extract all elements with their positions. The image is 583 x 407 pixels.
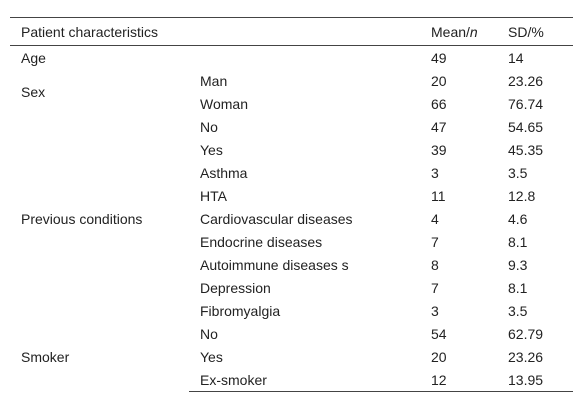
table-row: Ex-smoker 12 13.95: [10, 368, 573, 392]
sd-cell: 12.8: [508, 187, 536, 204]
mean-cell: 54: [431, 325, 447, 342]
mean-cell: 49: [431, 49, 447, 66]
mean-cell: 66: [431, 95, 447, 112]
mean-cell: 47: [431, 118, 447, 135]
sd-cell: 13.95: [497, 368, 573, 392]
table-row: Smoker No 54 62.79: [10, 322, 573, 365]
item-label: Yes: [200, 141, 223, 158]
group-label: Previous conditions: [21, 210, 143, 227]
sd-cell: 23.26: [508, 72, 544, 89]
table-row: Sex Man 20 23.26: [10, 69, 573, 101]
mean-cell: 7: [431, 279, 439, 296]
mean-cell: 3: [431, 164, 439, 181]
table-row: Asthma 3 3.5: [10, 161, 573, 184]
sd-cell: 8.1: [508, 279, 528, 296]
group-label: Smoker: [21, 348, 70, 365]
table-row: Woman 66 76.74: [10, 92, 573, 115]
group-label: Sex: [21, 84, 46, 100]
mean-cell: 7: [431, 233, 439, 250]
table-body: Age 49 14 Sex Man 20 23.26 Woman 66 76.74 Previous…: [10, 46, 573, 392]
table-row: Autoimmune diseases s 8 9.3: [10, 253, 573, 276]
header-cell: SD/%: [497, 17, 573, 46]
table-row: Depression 7 8.1: [10, 276, 573, 299]
item-label: Cardiovascular diseases: [200, 210, 353, 227]
mean-cell: 39: [431, 141, 447, 158]
sd-cell: 45.35: [508, 141, 544, 158]
mean-cell: 12: [420, 368, 497, 392]
item-label: Autoimmune diseases s: [200, 256, 349, 273]
table-row: Fibromyalgia 3 3.5: [10, 299, 573, 322]
mean-cell: 8: [431, 256, 439, 273]
table-row: Previous conditions No 47 54.65: [10, 115, 573, 227]
header-cell: Mean/n: [420, 17, 497, 46]
sd-cell: 14: [508, 49, 524, 66]
mean-cell: 20: [431, 72, 447, 89]
mean-cell: 4: [431, 210, 439, 227]
header-text: Mean/: [431, 23, 470, 40]
sd-cell: 9.3: [508, 256, 528, 273]
item-label: Ex-smoker: [189, 368, 420, 392]
item-label: No: [200, 325, 218, 342]
table-row: Yes 20 23.26: [10, 345, 573, 368]
header-cell: Patient characteristics: [10, 17, 420, 46]
table-row: Yes 39 45.35: [10, 138, 573, 161]
item-label: Yes: [200, 348, 223, 365]
sd-cell: 54.65: [508, 118, 544, 135]
mean-cell: 11: [431, 187, 446, 204]
sd-cell: 23.26: [508, 348, 544, 365]
sd-cell: 3.5: [508, 302, 528, 319]
item-label: HTA: [200, 187, 227, 204]
item-label: Endocrine diseases: [200, 233, 323, 250]
item-label: Fibromyalgia: [200, 302, 281, 319]
table-row: HTA 11 12.8: [10, 184, 573, 207]
item-label: No: [200, 118, 218, 135]
sd-cell: 4.6: [508, 210, 528, 227]
table: Patient characteristics Mean/n SD/% Age 4…: [10, 17, 573, 392]
sd-cell: 8.1: [508, 233, 528, 250]
sd-cell: 76.74: [508, 95, 544, 112]
sd-cell: 3.5: [508, 164, 528, 181]
table-row: Cardiovascular diseases 4 4.6: [10, 207, 573, 230]
item-label: Man: [200, 72, 228, 89]
sd-cell: 62.79: [508, 325, 544, 342]
mean-cell: 3: [431, 302, 439, 319]
header-text: n: [469, 23, 478, 40]
item-label: Depression: [200, 279, 271, 296]
mean-cell: 20: [431, 348, 447, 365]
table-row: Age 49 14: [10, 46, 573, 70]
header-row: Patient characteristics Mean/n SD/%: [10, 17, 573, 46]
item-label: Woman: [200, 95, 248, 112]
table-header: Patient characteristics Mean/n SD/%: [10, 17, 573, 46]
table-row: Endocrine diseases 7 8.1: [10, 230, 573, 253]
group-label: Age: [21, 49, 46, 66]
item-label: Asthma: [200, 164, 248, 181]
